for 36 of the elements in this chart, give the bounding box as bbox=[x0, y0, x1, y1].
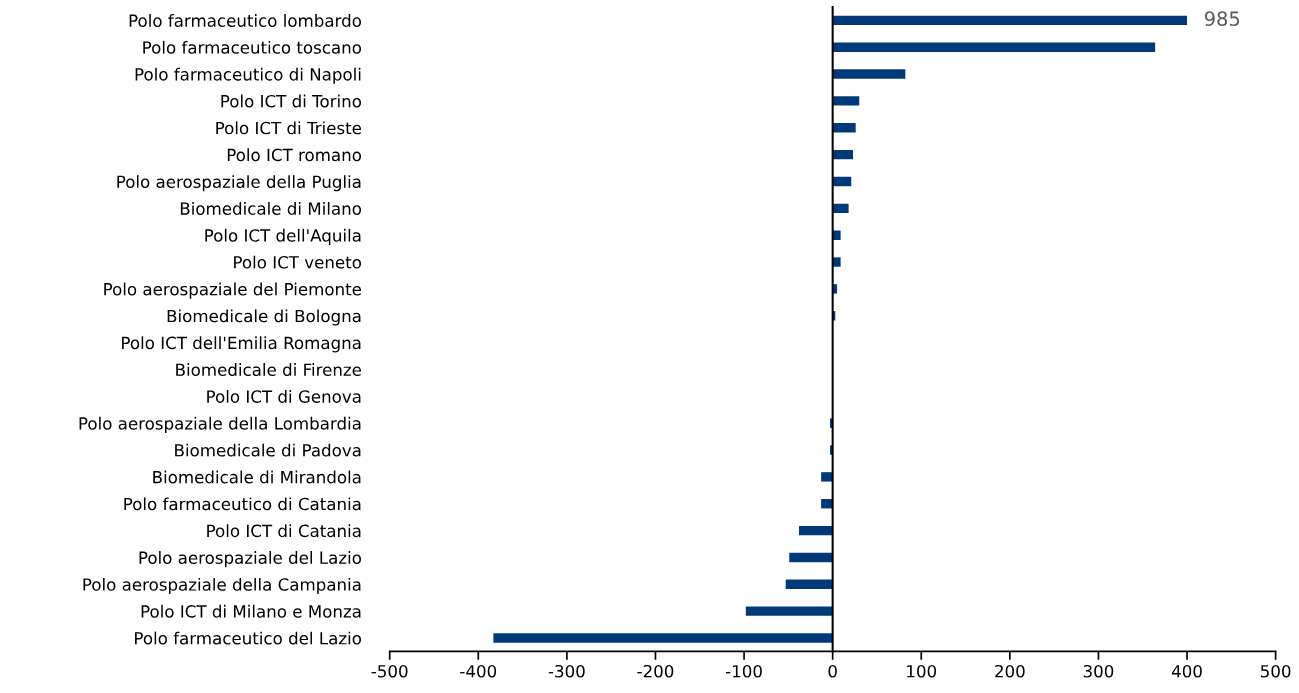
y-tick-label: Polo aerospaziale del Lazio bbox=[139, 551, 362, 568]
y-tick-label: Polo ICT romano bbox=[227, 148, 362, 162]
y-tick-label: Polo aerospaziale della Puglia bbox=[117, 175, 361, 192]
x-tick-label: 500 bbox=[1261, 664, 1291, 678]
x-tick-label: -500 bbox=[371, 664, 408, 678]
y-tick-label: Polo farmaceutico del Lazio bbox=[135, 631, 362, 645]
y-tick-label: Biomedicale di Bologna bbox=[167, 309, 361, 326]
x-tick-label: -100 bbox=[725, 664, 762, 678]
x-tick-label: 300 bbox=[1083, 664, 1114, 678]
x-tick-label: 100 bbox=[907, 664, 937, 678]
y-tick-label: Biomedicale di Firenze bbox=[176, 363, 362, 377]
x-tick-label: -300 bbox=[548, 664, 585, 678]
x-tick-label: -200 bbox=[637, 664, 674, 678]
y-tick-label: Polo farmaceutico lombardo bbox=[129, 14, 362, 27]
y-tick-label: Polo ICT di Milano e Monza bbox=[141, 604, 361, 618]
y-tick-label: Biomedicale di Milano bbox=[180, 202, 362, 215]
y-tick-label: Polo aerospaziale della Campania bbox=[83, 577, 361, 595]
x-tick-label: -400 bbox=[460, 664, 497, 678]
y-tick-label: Polo ICT di Catania bbox=[207, 524, 361, 538]
y-tick-label: Biomedicale di Padova bbox=[175, 443, 361, 457]
annotation: 985 bbox=[1204, 11, 1240, 26]
y-tick-label: Polo ICT di Genova bbox=[207, 389, 361, 403]
y-tick-label: Polo ICT dell'Aquila bbox=[205, 228, 361, 245]
x-tick-label: 200 bbox=[995, 664, 1025, 678]
y-tick-label: Polo aerospaziale del Piemonte bbox=[104, 282, 362, 299]
y-tick-label: Polo ICT dell'Emilia Romagna bbox=[122, 336, 361, 353]
y-tick-label: Polo farmaceutico di Catania bbox=[124, 497, 361, 511]
y-tick-label: Polo aerospaziale della Lombardia bbox=[79, 416, 361, 433]
y-tick-label: Polo ICT di Trieste bbox=[216, 121, 362, 135]
x-tick-label: 0 bbox=[828, 664, 837, 678]
x-tick-label: 400 bbox=[1171, 664, 1202, 678]
y-tick-label: Polo ICT di Torino bbox=[221, 94, 362, 108]
y-tick-label: Polo farmaceutico di Napoli bbox=[135, 67, 361, 84]
y-tick-label: Polo ICT veneto bbox=[234, 255, 362, 269]
y-tick-label: Biomedicale di Mirandola bbox=[153, 470, 361, 484]
y-tick-label: Polo farmaceutico toscano bbox=[143, 40, 362, 54]
